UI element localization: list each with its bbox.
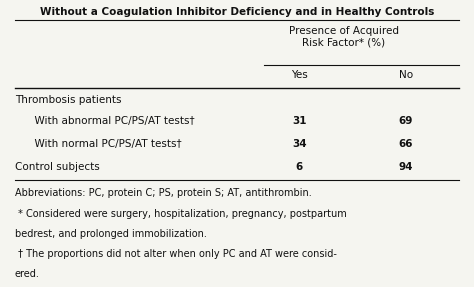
Text: Abbreviations: PC, protein C; PS, protein S; AT, antithrombin.: Abbreviations: PC, protein C; PS, protei… — [15, 187, 311, 197]
Text: 69: 69 — [399, 117, 413, 127]
Text: 34: 34 — [292, 139, 307, 149]
Text: Without a Coagulation Inhibitor Deficiency and in Healthy Controls: Without a Coagulation Inhibitor Deficien… — [40, 7, 434, 17]
Text: Thrombosis patients: Thrombosis patients — [15, 95, 121, 105]
Text: With abnormal PC/PS/AT tests†: With abnormal PC/PS/AT tests† — [28, 117, 195, 127]
Text: Yes: Yes — [291, 70, 308, 79]
Text: 94: 94 — [399, 162, 413, 172]
Text: bedrest, and prolonged immobilization.: bedrest, and prolonged immobilization. — [15, 229, 207, 239]
Text: † The proportions did not alter when only PC and AT were consid-: † The proportions did not alter when onl… — [15, 249, 337, 259]
Text: No: No — [399, 70, 413, 79]
Text: Presence of Acquired
Risk Factor* (%): Presence of Acquired Risk Factor* (%) — [289, 26, 399, 47]
Text: 6: 6 — [296, 162, 303, 172]
Text: With normal PC/PS/AT tests†: With normal PC/PS/AT tests† — [28, 139, 182, 149]
Text: 66: 66 — [399, 139, 413, 149]
Text: Control subjects: Control subjects — [15, 162, 100, 172]
Text: ered.: ered. — [15, 269, 40, 279]
Text: * Considered were surgery, hospitalization, pregnancy, postpartum: * Considered were surgery, hospitalizati… — [15, 209, 346, 219]
Text: 31: 31 — [292, 117, 306, 127]
